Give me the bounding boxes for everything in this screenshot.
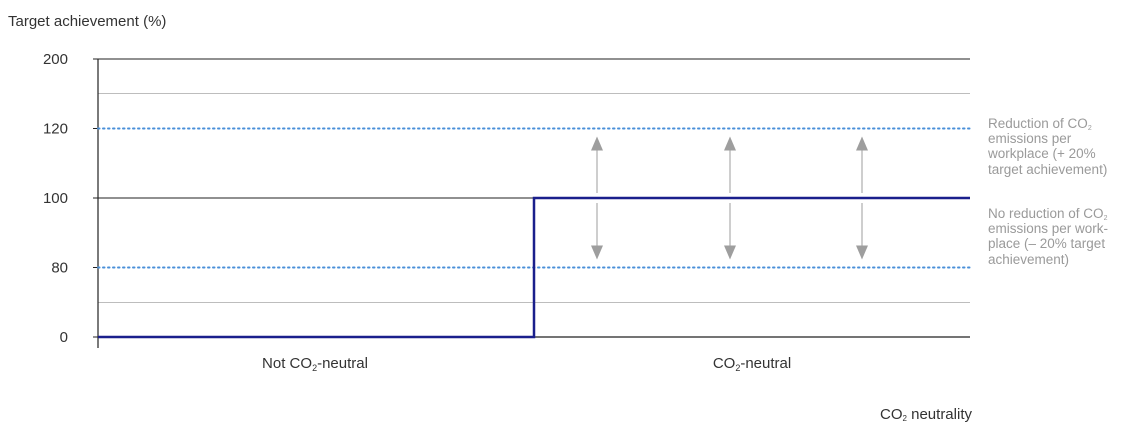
- arrow-up-head: [591, 136, 603, 151]
- annotation-decrease-subscript: 2: [1103, 215, 1108, 222]
- category-label-suffix: -neutral: [317, 355, 368, 372]
- category-label-prefix: CO: [713, 355, 736, 372]
- annotation-decrease-rest: emissions per work-place (– 20% target a…: [988, 221, 1109, 267]
- x-category-label: CO2-neutral: [713, 355, 791, 373]
- x-category-label: Not CO2-neutral: [262, 355, 368, 373]
- double-arrow: [591, 136, 603, 260]
- x-axis-title: CO2 neutrality: [880, 406, 972, 423]
- category-label-prefix: Not CO: [262, 355, 312, 372]
- arrow-down-head: [591, 245, 603, 260]
- arrow-down-head: [856, 245, 868, 260]
- y-tick-label-100: 100: [43, 190, 68, 207]
- arrow-up-head: [856, 136, 868, 151]
- arrow-down-head: [724, 245, 736, 260]
- category-label-suffix: -neutral: [740, 355, 791, 372]
- annotation-decrease: No reduction of CO2 emissions per work-pl…: [988, 206, 1130, 267]
- grid-layer: [93, 58, 970, 348]
- annotation-decrease-line1: No reduction of CO: [988, 206, 1104, 221]
- annotation-increase-subscript: 2: [1087, 125, 1092, 132]
- y-tick-label-120: 120: [43, 121, 68, 138]
- y-tick-label-80: 80: [51, 260, 68, 277]
- double-arrow: [856, 136, 868, 260]
- annotation-increase-rest: emissions per workplace (+ 20% target ac…: [988, 131, 1108, 177]
- x-axis-title-suffix: neutrality: [906, 406, 972, 423]
- y-tick-labels: 200 120 100 80 0: [43, 51, 68, 346]
- y-tick-label-0: 0: [60, 329, 68, 346]
- step-series: [98, 196, 970, 339]
- annotation-increase: Reduction of CO2 emissions per workplace …: [988, 116, 1130, 177]
- y-tick-label-200: 200: [43, 51, 68, 68]
- x-category-labels: Not CO2-neutral CO2-neutral: [262, 355, 791, 373]
- arrow-up-head: [724, 136, 736, 151]
- category-label-subscript: 2: [735, 363, 740, 373]
- x-axis-title-subscript: 2: [902, 414, 907, 423]
- y-axis-title: Target achievement (%): [8, 13, 167, 30]
- arrow-layer: [591, 136, 868, 260]
- annotation-increase-line1: Reduction of CO: [988, 116, 1088, 131]
- x-axis-title-prefix: CO: [880, 406, 903, 423]
- step-line: [98, 196, 970, 339]
- category-label-subscript: 2: [312, 363, 317, 373]
- double-arrow: [724, 136, 736, 260]
